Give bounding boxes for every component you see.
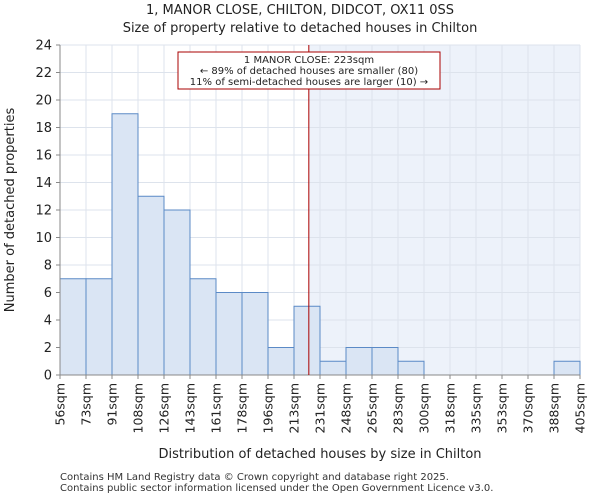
histogram-bar — [111, 113, 139, 376]
x-tick-label: 318sqm — [443, 383, 458, 433]
x-tick-label: 91sqm — [105, 383, 120, 426]
y-tick-label: 4 — [44, 314, 52, 329]
histogram-bar — [371, 347, 399, 376]
annotation-line: 1 MANOR CLOSE: 223sqm — [244, 55, 374, 66]
x-tick-label: 370sqm — [521, 383, 536, 433]
histogram-bar — [163, 209, 191, 376]
y-tick-label: 8 — [44, 259, 52, 274]
x-tick-label: 161sqm — [209, 383, 224, 433]
x-tick-label: 108sqm — [131, 383, 146, 433]
histogram-bar — [137, 195, 165, 376]
y-tick-label: 18 — [35, 121, 52, 136]
y-tick-label: 20 — [35, 94, 52, 109]
y-tick-label: 2 — [44, 341, 52, 356]
histogram-bar — [85, 278, 113, 376]
annotation-line: 11% of semi-detached houses are larger (… — [190, 77, 428, 88]
footer-attribution: Contains HM Land Registry data © Crown c… — [60, 472, 493, 494]
x-tick-label: 353sqm — [495, 383, 510, 433]
histogram-bar — [215, 292, 243, 376]
x-tick-label: 335sqm — [469, 383, 484, 433]
x-tick-label: 56sqm — [53, 383, 68, 426]
histogram-bar — [59, 278, 87, 376]
x-tick-label: 196sqm — [261, 383, 276, 433]
x-tick-label: 126sqm — [157, 383, 172, 433]
y-tick-label: 12 — [35, 204, 52, 219]
y-tick-label: 14 — [35, 176, 52, 191]
y-axis-label: Number of detached properties — [3, 108, 18, 313]
histogram-bar — [319, 360, 347, 376]
histogram-bar — [345, 347, 373, 376]
y-tick-label: 6 — [44, 286, 52, 301]
y-tick-label: 22 — [35, 66, 52, 81]
histogram-bar — [553, 360, 581, 376]
x-tick-label: 231sqm — [313, 383, 328, 433]
chart-title-block: 1, MANOR CLOSE, CHILTON, DIDCOT, OX11 0S… — [0, 2, 600, 38]
histogram-bar — [293, 305, 321, 376]
annotation-box — [177, 51, 441, 90]
x-tick-label: 265sqm — [365, 383, 380, 433]
chart-subtitle: Size of property relative to detached ho… — [122, 21, 478, 36]
x-tick-label: 248sqm — [339, 383, 354, 433]
chart-title: 1, MANOR CLOSE, CHILTON, DIDCOT, OX11 0S… — [145, 3, 454, 18]
y-tick-label: 10 — [35, 231, 52, 246]
y-tick-label: 24 — [35, 39, 52, 54]
x-tick-label: 143sqm — [183, 383, 198, 433]
histogram-bar — [189, 278, 217, 376]
y-tick-label: 16 — [35, 149, 52, 164]
annotation-line: ← 89% of detached houses are smaller (80… — [200, 66, 418, 77]
footer-line-1: Contains HM Land Registry data © Crown c… — [60, 472, 449, 483]
x-tick-label: 73sqm — [79, 383, 94, 426]
footer-line-2: Contains public sector information licen… — [60, 483, 494, 494]
histogram-bar — [241, 292, 269, 376]
histogram-bar — [397, 360, 425, 376]
x-tick-label: 283sqm — [391, 383, 406, 433]
x-tick-label: 300sqm — [417, 383, 432, 433]
x-axis-label: Distribution of detached houses by size … — [158, 447, 481, 462]
x-tick-label: 213sqm — [287, 383, 302, 433]
y-tick-label: 0 — [44, 369, 52, 384]
x-tick-label: 388sqm — [547, 383, 562, 433]
x-tick-label: 405sqm — [573, 383, 588, 433]
x-tick-label: 178sqm — [235, 383, 250, 433]
histogram-bar — [267, 347, 295, 376]
